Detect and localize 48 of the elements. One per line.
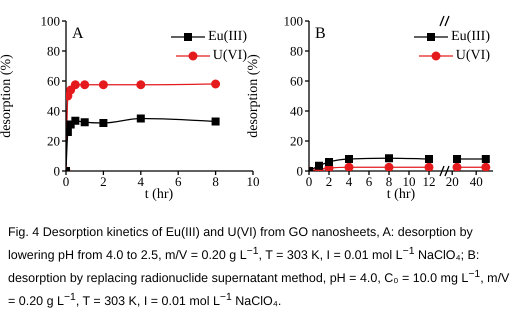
x-tick-label: 8 [386, 174, 392, 190]
point [211, 80, 220, 88]
legend-label: Eu(III) [451, 28, 490, 46]
y-tick-label: 0 [296, 164, 303, 179]
annotation: B [315, 25, 326, 43]
x-tick-label: 10 [402, 174, 416, 190]
x-tick-label: 10 [246, 174, 260, 190]
x-tick-label: 0 [306, 174, 312, 190]
y-tick-label: 80 [290, 44, 303, 59]
y-tick-label: 60 [290, 74, 303, 89]
y-tick-label: 60 [47, 74, 60, 89]
y-tick-label: 80 [47, 44, 60, 59]
y-tick-label: 40 [47, 104, 60, 119]
text: Fig. 4 Desorption kinetics of Eu(III) and U(VI) from GO nanosheets, A: desorption by lowering pH from 4.0 to 2.5, m/V = 0.20 g L$^{−1}$, T = 303 K, I = 0.01 mol L$^{−1}$ NaClO₄; B: desorption by replacing radionuclide supernatant method, pH = 4.0, C₀ = 10.0 mg L$^{−1}$, m/V = 0.20 g L$^{−1}$, T = 303 K, I = 0.01 mol L$^{−1}$ NaClO₄. [8, 225, 510, 308]
y-tick-label: 40 [290, 104, 303, 119]
x-tick-label: 0 [62, 174, 70, 190]
y-tick-label: 100 [284, 14, 303, 29]
point [70, 80, 80, 90]
y-tick-label: 100 [40, 14, 60, 29]
legend-label: U(VI) [212, 47, 247, 65]
point [80, 80, 90, 90]
point [71, 116, 80, 125]
point [136, 114, 145, 122]
x-axis-title: t (hr) [144, 187, 174, 202]
y-axis-title: desorption (%) [246, 54, 261, 138]
x-tick-label: 8 [212, 174, 219, 190]
x-tick-label: 40 [470, 174, 483, 190]
y-tick-label: 0 [54, 164, 60, 179]
x-tick-label: 12 [422, 174, 436, 190]
x-tick-label: 2 [326, 174, 332, 190]
x-tick-label: 20 [446, 174, 459, 190]
legend-label: U(VI) [456, 47, 490, 65]
x-tick-label: 4 [346, 174, 353, 190]
x-tick-label: 2 [100, 174, 107, 190]
point [136, 80, 146, 90]
legend-label: Eu(III) [208, 28, 247, 46]
x-tick-label: 6 [366, 174, 373, 190]
x-tick-label: 4 [138, 174, 145, 190]
point [98, 80, 108, 90]
annotation: A [72, 25, 84, 43]
y-axis-title: desorption (%) [0, 54, 14, 138]
point [99, 119, 108, 127]
y-tick-label: 20 [47, 134, 60, 149]
y-tick-label: 20 [290, 134, 303, 149]
point [80, 118, 89, 126]
point [212, 118, 220, 126]
x-axis-title: t (hr) [386, 187, 416, 202]
x-tick-label: 6 [174, 174, 182, 190]
